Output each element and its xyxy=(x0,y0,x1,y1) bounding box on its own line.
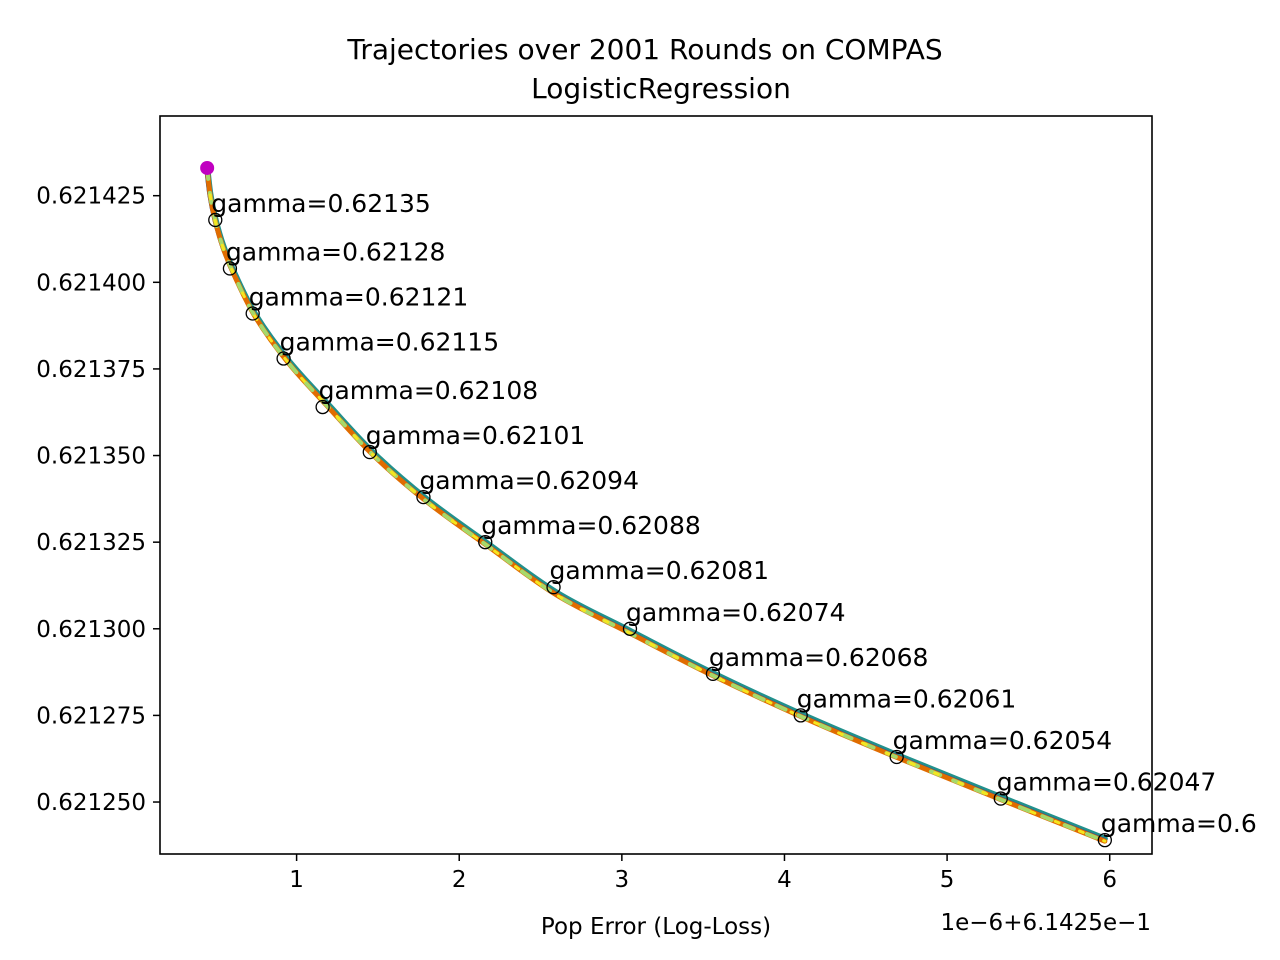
x-tick-label: 3 xyxy=(615,867,630,893)
gamma-label: gamma=0.62081 xyxy=(550,556,770,585)
plot-lines xyxy=(200,160,1108,844)
y-tick-label: 0.621375 xyxy=(36,357,146,383)
y-tick-label: 0.621250 xyxy=(36,790,146,816)
gamma-marker xyxy=(622,621,638,636)
x-tick-label: 1 xyxy=(289,867,304,893)
gamma-label: gamma=0.62088 xyxy=(481,511,701,540)
y-tick-label: 0.621350 xyxy=(36,444,146,470)
gamma-label: gamma=0.62074 xyxy=(626,598,846,627)
y-tick-label: 0.621425 xyxy=(36,184,146,210)
y-tick-label: 0.621275 xyxy=(36,703,146,729)
x-tick-label: 4 xyxy=(777,867,792,893)
gamma-marker xyxy=(793,708,808,723)
gamma-label: gamma=0.6 xyxy=(1101,809,1257,838)
x-axis-label: Pop Error (Log-Loss) xyxy=(541,914,771,940)
gamma-label: gamma=0.62094 xyxy=(419,466,639,495)
gamma-marker xyxy=(276,351,291,366)
gamma-label: gamma=0.62054 xyxy=(893,726,1113,755)
chart-title-line2: LogisticRegression xyxy=(531,72,791,105)
plot-frame xyxy=(159,115,1153,855)
gamma-label: gamma=0.62047 xyxy=(997,768,1217,797)
x-tick-label: 2 xyxy=(452,867,467,893)
start-point-marker xyxy=(200,160,215,175)
gamma-marker xyxy=(245,306,260,321)
gamma-label: gamma=0.62115 xyxy=(280,328,500,357)
gamma-marker xyxy=(315,399,330,415)
y-tick-label: 0.621325 xyxy=(36,530,146,556)
y-tick-label: 0.621300 xyxy=(36,617,146,643)
gamma-label: gamma=0.62061 xyxy=(797,684,1017,713)
gamma-marker xyxy=(478,535,493,550)
gamma-annotations: gamma=0.62135 gamma=0.62128 gamma=0.62121 g… xyxy=(208,189,1257,848)
gamma-marker xyxy=(416,489,431,505)
gamma-marker xyxy=(889,749,904,765)
x-tick-label: 6 xyxy=(1102,867,1117,893)
chart-title-line1: Trajectories over 2001 Rounds on COMPAS xyxy=(346,33,942,66)
gamma-marker xyxy=(705,666,721,681)
gamma-label: gamma=0.62101 xyxy=(366,421,586,450)
gamma-label: gamma=0.62068 xyxy=(709,643,929,672)
gamma-marker xyxy=(362,444,377,460)
x-offset-text: 1e−6+6.1425e−1 xyxy=(941,910,1152,936)
gamma-marker xyxy=(1097,832,1112,848)
axis-ticks: 1 2 3 4 5 6 0.621250 0.621275 0.621300 0.621325 0.… xyxy=(36,184,1117,893)
trajectory-line-green-dashed xyxy=(205,166,1107,844)
gamma-marker xyxy=(208,212,223,228)
gamma-label: gamma=0.62128 xyxy=(226,237,446,266)
gamma-marker xyxy=(222,261,238,276)
y-tick-label: 0.621400 xyxy=(36,270,146,296)
x-tick-label: 5 xyxy=(940,867,955,893)
gamma-marker xyxy=(993,791,1008,806)
gamma-label: gamma=0.62135 xyxy=(211,189,431,218)
gamma-label: gamma=0.62121 xyxy=(249,282,469,311)
gamma-label: gamma=0.62108 xyxy=(319,376,539,405)
gamma-marker xyxy=(546,580,561,595)
